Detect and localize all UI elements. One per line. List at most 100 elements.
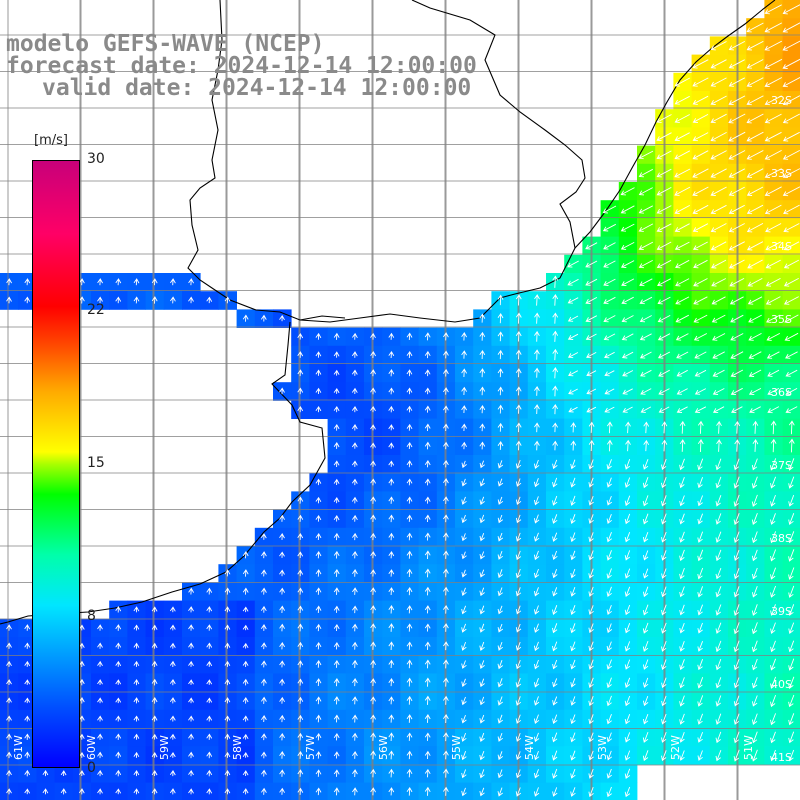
wind-arrow bbox=[333, 659, 340, 668]
wind-arrow bbox=[24, 769, 31, 777]
wind-arrow bbox=[188, 642, 194, 649]
wind-arrow bbox=[588, 659, 594, 670]
wind-arrow bbox=[640, 369, 652, 377]
wind-arrow bbox=[224, 587, 231, 595]
wind-arrow bbox=[660, 495, 667, 507]
wind-arrow bbox=[333, 677, 340, 687]
wind-arrow bbox=[497, 312, 504, 324]
wind-arrow bbox=[710, 132, 727, 142]
wind-arrow bbox=[764, 204, 782, 215]
wind-arrow bbox=[461, 350, 467, 359]
wind-arrow bbox=[656, 205, 672, 214]
wind-arrow bbox=[352, 678, 358, 687]
wind-arrow bbox=[79, 278, 85, 286]
wind-arrow bbox=[729, 296, 744, 305]
wind-arrow bbox=[443, 568, 449, 578]
wind-arrow bbox=[765, 278, 781, 287]
wind-arrow bbox=[697, 586, 704, 598]
wind-arrow bbox=[279, 551, 285, 558]
wind-arrow bbox=[406, 586, 413, 596]
wind-arrow bbox=[788, 694, 795, 708]
wind-arrow bbox=[279, 587, 285, 595]
wind-arrow bbox=[461, 714, 467, 724]
wind-arrow bbox=[279, 533, 285, 540]
wind-arrow bbox=[315, 623, 322, 632]
wind-arrow bbox=[606, 677, 612, 689]
wind-arrow bbox=[352, 332, 358, 340]
wind-arrow bbox=[279, 387, 285, 395]
wind-arrow bbox=[674, 150, 691, 160]
wind-arrow bbox=[661, 713, 667, 725]
wind-arrow bbox=[552, 787, 558, 797]
wind-arrow bbox=[461, 623, 467, 633]
wind-arrow bbox=[406, 695, 413, 705]
wind-arrow bbox=[734, 420, 741, 434]
wind-arrow bbox=[97, 679, 103, 686]
wind-arrow bbox=[674, 132, 690, 142]
wind-arrow bbox=[515, 714, 522, 724]
wind-arrow bbox=[697, 567, 704, 580]
wind-arrow bbox=[242, 569, 249, 577]
wind-arrow bbox=[515, 787, 522, 797]
wind-arrow bbox=[479, 496, 485, 505]
wind-arrow bbox=[388, 405, 395, 413]
wind-arrow bbox=[661, 550, 667, 561]
wind-arrow bbox=[333, 641, 340, 650]
wind-arrow bbox=[370, 387, 376, 395]
wind-arrow bbox=[333, 696, 340, 705]
longitude-label: 51W bbox=[742, 735, 755, 760]
wind-arrow bbox=[642, 640, 649, 652]
wind-arrow bbox=[788, 731, 795, 744]
wind-arrow bbox=[570, 514, 576, 524]
wind-arrow bbox=[533, 787, 540, 797]
wind-arrow bbox=[679, 420, 686, 434]
wind-arrow bbox=[479, 569, 485, 578]
wind-arrow bbox=[443, 387, 449, 395]
wind-arrow bbox=[388, 623, 395, 632]
wind-arrow bbox=[624, 477, 631, 488]
wind-arrow bbox=[694, 369, 707, 377]
wind-arrow bbox=[567, 278, 579, 286]
wind-arrow bbox=[534, 294, 540, 306]
wind-arrow bbox=[261, 569, 267, 577]
wind-arrow bbox=[78, 624, 85, 631]
wind-arrow bbox=[552, 294, 559, 306]
wind-arrow bbox=[497, 404, 504, 414]
wind-arrow bbox=[169, 624, 176, 631]
wind-arrow bbox=[424, 350, 431, 359]
wind-arrow bbox=[497, 714, 503, 724]
wind-arrow bbox=[656, 132, 672, 142]
wind-arrow bbox=[424, 768, 431, 778]
wind-arrow bbox=[624, 532, 631, 543]
wind-arrow bbox=[260, 624, 267, 631]
wind-arrow bbox=[370, 787, 376, 796]
wind-arrow bbox=[746, 186, 764, 196]
wind-arrow bbox=[24, 679, 31, 685]
wind-arrow bbox=[479, 696, 485, 706]
wind-arrow bbox=[370, 496, 376, 504]
wind-arrow bbox=[588, 677, 594, 688]
wind-arrow bbox=[765, 241, 782, 251]
wind-arrow bbox=[788, 513, 795, 525]
wind-arrow bbox=[730, 369, 744, 377]
wind-arrow bbox=[388, 424, 395, 431]
wind-arrow bbox=[624, 550, 631, 561]
wind-arrow bbox=[570, 605, 576, 615]
wind-arrow bbox=[568, 406, 578, 413]
wind-arrow bbox=[570, 440, 577, 451]
wind-arrow bbox=[697, 604, 704, 616]
wind-arrow bbox=[679, 567, 685, 580]
wind-arrow bbox=[679, 477, 685, 489]
wind-arrow bbox=[133, 751, 140, 758]
wind-arrow bbox=[424, 532, 431, 541]
wind-arrow bbox=[534, 422, 540, 433]
wind-arrow bbox=[351, 460, 358, 467]
wind-arrow bbox=[279, 787, 285, 795]
wind-arrow bbox=[333, 496, 340, 504]
wind-arrow bbox=[297, 551, 304, 559]
wind-arrow bbox=[733, 458, 740, 471]
wind-arrow bbox=[570, 586, 576, 597]
longitude-label: 60W bbox=[85, 735, 98, 760]
wind-arrow bbox=[261, 769, 267, 777]
